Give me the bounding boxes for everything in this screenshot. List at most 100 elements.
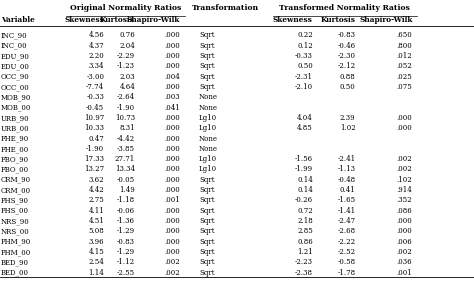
Text: .000: .000 (164, 62, 180, 70)
Text: FBO_00: FBO_00 (1, 166, 29, 173)
Text: 4.42: 4.42 (89, 186, 104, 194)
Text: .000: .000 (164, 166, 180, 173)
Text: 4.11: 4.11 (89, 207, 104, 215)
Text: -1.90: -1.90 (86, 145, 104, 153)
Text: -2.47: -2.47 (337, 217, 356, 225)
Text: 5.08: 5.08 (89, 228, 104, 235)
Text: -1.36: -1.36 (117, 217, 135, 225)
Text: -3.85: -3.85 (117, 145, 135, 153)
Text: 0.88: 0.88 (340, 73, 356, 81)
Text: .000: .000 (164, 135, 180, 143)
Text: 2.75: 2.75 (89, 196, 104, 205)
Text: 0.50: 0.50 (340, 83, 356, 91)
Text: 0.86: 0.86 (297, 238, 313, 246)
Text: Skewness: Skewness (64, 16, 104, 24)
Text: 0.41: 0.41 (340, 186, 356, 194)
Text: .000: .000 (164, 217, 180, 225)
Text: Transformed Normality Ratios: Transformed Normality Ratios (279, 4, 410, 13)
Text: PHS_00: PHS_00 (1, 207, 29, 215)
Text: 4.85: 4.85 (297, 124, 313, 132)
Text: Shapiro-Wilk: Shapiro-Wilk (127, 16, 180, 24)
Text: 2.04: 2.04 (119, 42, 135, 50)
Text: -0.83: -0.83 (337, 31, 356, 39)
Text: 1.21: 1.21 (297, 248, 313, 256)
Text: -0.33: -0.33 (295, 52, 313, 60)
Text: -0.83: -0.83 (117, 238, 135, 246)
Text: -2.12: -2.12 (337, 62, 356, 70)
Text: -1.18: -1.18 (117, 196, 135, 205)
Text: 3.34: 3.34 (89, 62, 104, 70)
Text: 2.85: 2.85 (297, 228, 313, 235)
Text: 0.50: 0.50 (297, 62, 313, 70)
Text: -0.46: -0.46 (337, 42, 356, 50)
Text: 17.33: 17.33 (84, 155, 104, 163)
Text: -1.65: -1.65 (337, 196, 356, 205)
Text: CRM_90: CRM_90 (1, 176, 31, 184)
Text: Sqrt: Sqrt (199, 238, 215, 246)
Text: .002: .002 (397, 155, 412, 163)
Text: 0.72: 0.72 (297, 207, 313, 215)
Text: .000: .000 (164, 176, 180, 184)
Text: Sqrt: Sqrt (199, 62, 215, 70)
Text: 0.12: 0.12 (297, 42, 313, 50)
Text: 27.71: 27.71 (115, 155, 135, 163)
Text: 0.76: 0.76 (119, 31, 135, 39)
Text: .000: .000 (164, 31, 180, 39)
Text: Lg10: Lg10 (199, 166, 217, 173)
Text: .002: .002 (164, 258, 180, 266)
Text: -2.29: -2.29 (117, 52, 135, 60)
Text: PHM_90: PHM_90 (1, 238, 31, 246)
Text: OCC_00: OCC_00 (1, 83, 30, 91)
Text: 4.37: 4.37 (89, 42, 104, 50)
Text: .041: .041 (164, 104, 180, 112)
Text: 10.97: 10.97 (84, 114, 104, 122)
Text: 1.49: 1.49 (119, 186, 135, 194)
Text: 3.96: 3.96 (89, 238, 104, 246)
Text: Sqrt: Sqrt (199, 248, 215, 256)
Text: .000: .000 (164, 228, 180, 235)
Text: Sqrt: Sqrt (199, 186, 215, 194)
Text: .002: .002 (397, 248, 412, 256)
Text: -2.64: -2.64 (117, 93, 135, 101)
Text: Transformation: Transformation (191, 4, 259, 13)
Text: 0.14: 0.14 (297, 186, 313, 194)
Text: BED_90: BED_90 (1, 258, 29, 266)
Text: .001: .001 (164, 196, 180, 205)
Text: 0.22: 0.22 (297, 31, 313, 39)
Text: -0.26: -0.26 (295, 196, 313, 205)
Text: -1.29: -1.29 (117, 248, 135, 256)
Text: Sqrt: Sqrt (199, 228, 215, 235)
Text: .000: .000 (164, 83, 180, 91)
Text: 13.27: 13.27 (84, 166, 104, 173)
Text: .352: .352 (397, 196, 412, 205)
Text: .052: .052 (397, 62, 412, 70)
Text: Sqrt: Sqrt (199, 83, 215, 91)
Text: -1.41: -1.41 (337, 207, 356, 215)
Text: .002: .002 (164, 269, 180, 277)
Text: .000: .000 (164, 186, 180, 194)
Text: 4.64: 4.64 (119, 83, 135, 91)
Text: -2.52: -2.52 (337, 248, 356, 256)
Text: Sqrt: Sqrt (199, 207, 215, 215)
Text: .000: .000 (164, 238, 180, 246)
Text: -4.42: -4.42 (117, 135, 135, 143)
Text: None: None (199, 93, 218, 101)
Text: -2.55: -2.55 (117, 269, 135, 277)
Text: NRS_90: NRS_90 (1, 217, 30, 225)
Text: -1.13: -1.13 (337, 166, 356, 173)
Text: .000: .000 (164, 52, 180, 60)
Text: None: None (199, 145, 218, 153)
Text: 2.20: 2.20 (89, 52, 104, 60)
Text: .000: .000 (397, 228, 412, 235)
Text: 1.02: 1.02 (340, 124, 356, 132)
Text: Variable: Variable (1, 16, 35, 24)
Text: 10.73: 10.73 (115, 114, 135, 122)
Text: Sqrt: Sqrt (199, 42, 215, 50)
Text: -1.56: -1.56 (295, 155, 313, 163)
Text: -0.58: -0.58 (337, 258, 356, 266)
Text: 1.14: 1.14 (89, 269, 104, 277)
Text: .006: .006 (397, 238, 412, 246)
Text: NRS_00: NRS_00 (1, 228, 30, 235)
Text: Lg10: Lg10 (199, 124, 217, 132)
Text: -0.33: -0.33 (86, 93, 104, 101)
